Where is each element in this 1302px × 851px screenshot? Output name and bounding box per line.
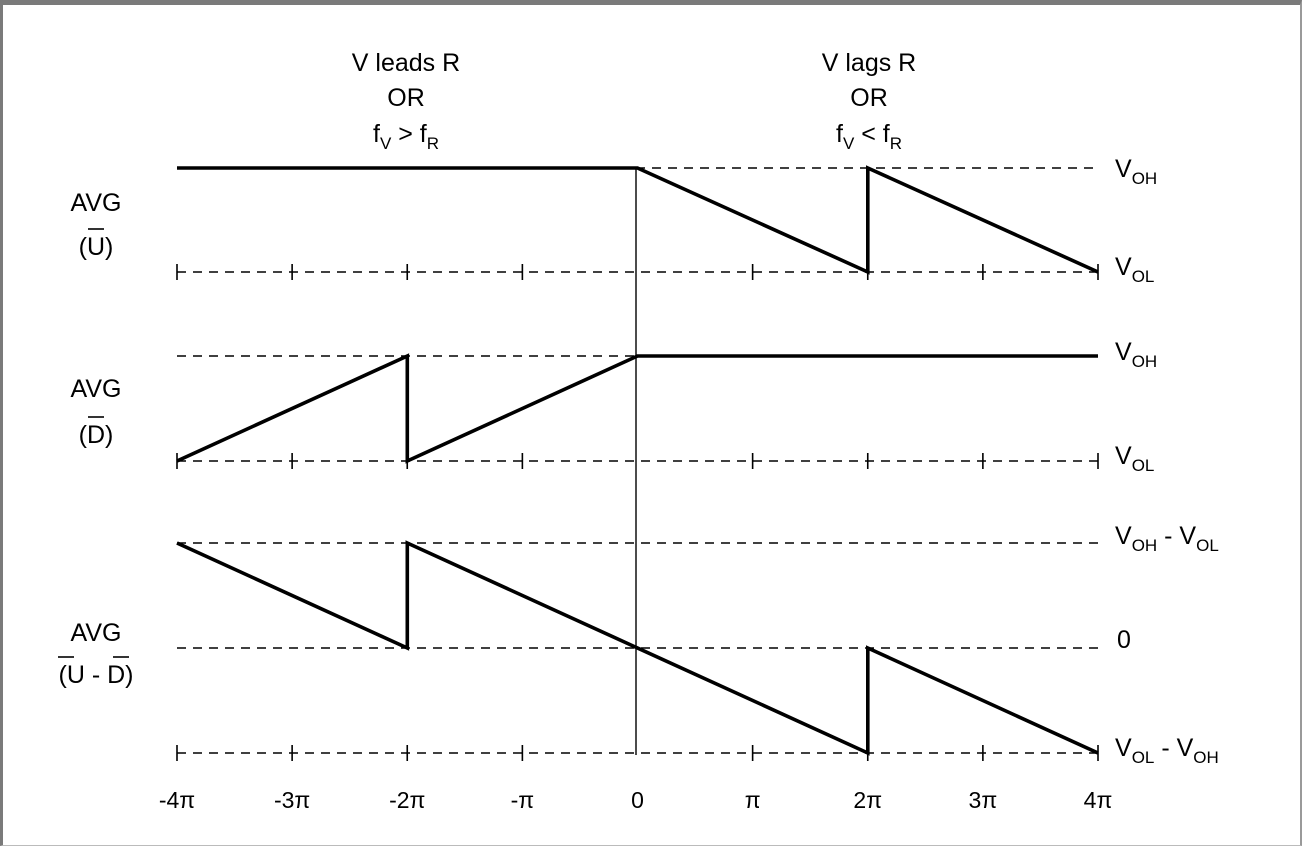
x-tick-label-6: 2π	[853, 787, 882, 813]
x-tick-label-2: -2π	[389, 787, 425, 813]
row3-label: AVG (U - D)	[58, 619, 134, 689]
x-tick-label-4: 0	[631, 787, 644, 813]
x-tick-label-7: 3π	[969, 787, 998, 813]
row2-high-label: VOH	[1115, 338, 1157, 371]
header-right-line2: OR	[850, 84, 888, 112]
row2-label-line1: AVG	[71, 375, 122, 403]
row1-tick-marks	[176, 264, 1099, 280]
header-left-line1: V leads R	[352, 49, 460, 77]
row1-label-line2: (U)	[79, 233, 114, 261]
row1-label-line1: AVG	[71, 189, 122, 217]
header-right-line1: V lags R	[822, 49, 916, 77]
row3-low-label: VOL - VOH	[1115, 734, 1219, 767]
avg-u-waveform	[177, 165, 1099, 275]
x-tick-label-0: -4π	[159, 787, 195, 813]
header-left-line3: fV > fR	[373, 120, 439, 153]
row1-high-label: VOH	[1115, 155, 1157, 188]
avg-d-waveform	[176, 353, 1098, 464]
header-left-line2: OR	[387, 84, 425, 112]
row3-label-line2: (U - D)	[59, 661, 134, 689]
row2-low-label: VOL	[1115, 442, 1154, 475]
header-left: V leads R OR fV > fR	[352, 49, 460, 153]
x-tick-label-5: π	[745, 787, 761, 813]
x-tick-label-3: -π	[511, 787, 535, 813]
header-right: V lags R OR fV < fR	[822, 49, 916, 153]
row2-label-line2: (D)	[79, 421, 114, 449]
avg-u-minus-d-waveform	[176, 540, 1099, 756]
row3-tick-marks	[176, 745, 1099, 761]
row3-label-line1: AVG	[71, 619, 122, 647]
row1-label: AVG (U)	[71, 189, 122, 261]
x-tick-label-8: 4π	[1084, 787, 1113, 813]
phase-detector-diagram: V leads R OR fV > fR V lags R OR fV < fR…	[58, 49, 1219, 813]
row3-zero-label: 0	[1117, 626, 1131, 654]
x-axis-labels: -4π -3π -2π -π 0 π 2π 3π 4π	[159, 787, 1113, 813]
row2-label: AVG (D)	[71, 375, 122, 449]
x-tick-label-1: -3π	[274, 787, 310, 813]
row3-high-label: VOH - VOL	[1115, 522, 1219, 555]
row1-low-label: VOL	[1115, 253, 1154, 286]
header-right-line3: fV < fR	[836, 120, 902, 153]
row2-tick-marks	[176, 453, 1099, 469]
